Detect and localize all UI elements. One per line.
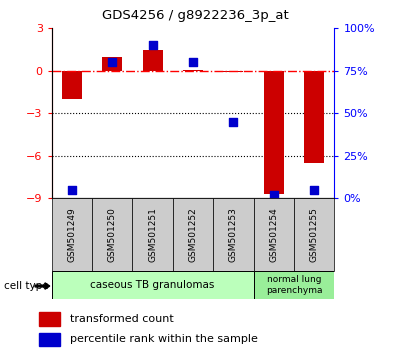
Bar	[254, 271, 334, 299]
Bar	[304, 71, 324, 163]
Bar	[102, 57, 123, 71]
Point	[150, 42, 156, 48]
Text: GSM501251: GSM501251	[148, 207, 157, 262]
Bar	[39, 333, 60, 346]
Text: GSM501250: GSM501250	[108, 207, 117, 262]
Point	[311, 187, 317, 193]
Bar	[263, 71, 284, 194]
Text: GSM501254: GSM501254	[269, 207, 278, 262]
Text: GSM501249: GSM501249	[67, 207, 76, 262]
Text: transformed count: transformed count	[70, 314, 174, 324]
Text: GSM501252: GSM501252	[189, 207, 197, 262]
Bar	[52, 271, 254, 299]
FancyBboxPatch shape	[213, 198, 254, 271]
FancyBboxPatch shape	[52, 198, 92, 271]
Bar	[62, 71, 82, 99]
Text: normal lung
parenchyma: normal lung parenchyma	[266, 275, 322, 295]
Point	[109, 59, 115, 65]
Text: GDS4256 / g8922236_3p_at: GDS4256 / g8922236_3p_at	[101, 9, 289, 22]
Bar	[223, 71, 244, 72]
Bar	[142, 50, 163, 71]
Point	[69, 187, 75, 193]
FancyBboxPatch shape	[294, 198, 334, 271]
Bar	[183, 70, 203, 71]
Text: GSM501255: GSM501255	[310, 207, 319, 262]
Point	[190, 59, 196, 65]
FancyBboxPatch shape	[173, 198, 213, 271]
FancyBboxPatch shape	[254, 198, 294, 271]
Text: caseous TB granulomas: caseous TB granulomas	[90, 280, 215, 290]
FancyBboxPatch shape	[133, 198, 173, 271]
Text: percentile rank within the sample: percentile rank within the sample	[70, 335, 258, 344]
FancyBboxPatch shape	[92, 198, 133, 271]
Bar	[39, 312, 60, 326]
Point	[271, 192, 277, 198]
Text: GSM501253: GSM501253	[229, 207, 238, 262]
Point	[230, 119, 236, 125]
Text: cell type: cell type	[4, 281, 49, 291]
